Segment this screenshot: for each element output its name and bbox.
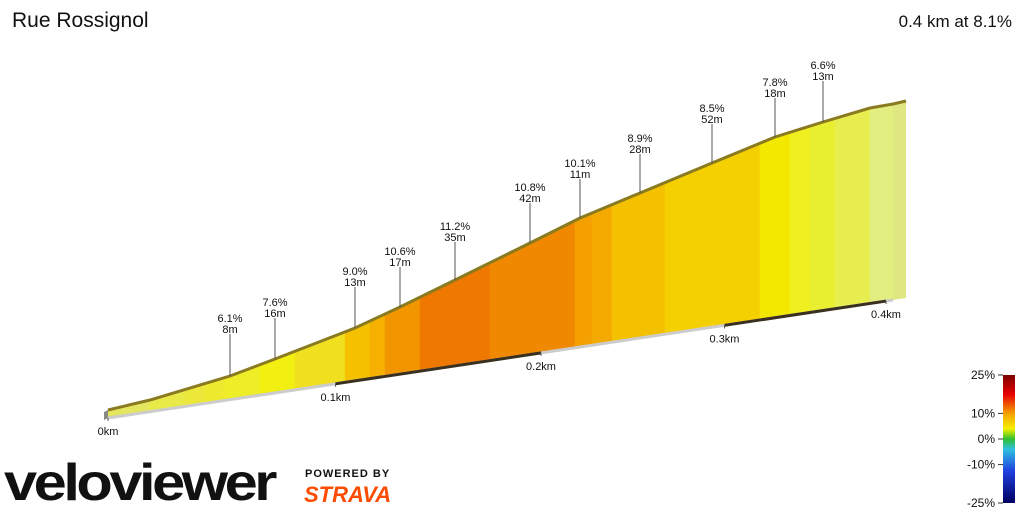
length-label: 13m	[812, 71, 833, 83]
profile-strip	[759, 131, 791, 321]
grade-label: 10.1%	[564, 158, 595, 170]
profile-strip	[809, 118, 836, 313]
grade-label: 6.1%	[217, 313, 242, 325]
x-axis: 0km 0.1km 0.2km 0.3km 0.4km	[98, 299, 901, 438]
legend-tick-label: 10%	[971, 406, 995, 420]
subtitle: 0.4 km at 8.1%	[899, 12, 1012, 31]
profile-strip	[384, 296, 421, 377]
length-label: 11m	[570, 169, 591, 181]
strava: STRAVA	[304, 482, 391, 507]
length-label: 8m	[222, 324, 237, 336]
profile-start	[104, 410, 108, 420]
profile-strip	[834, 107, 871, 310]
profile-strip	[789, 125, 811, 316]
powered-by: POWERED BY	[305, 468, 390, 480]
length-label: 35m	[444, 232, 465, 244]
legend-tick-label: -10%	[967, 458, 995, 472]
profile-strip	[664, 142, 761, 335]
grade-label: 8.9%	[627, 133, 652, 145]
grade-label: 8.5%	[699, 103, 724, 115]
grade-label: 9.0%	[342, 266, 367, 278]
legend-tick-label: -25%	[967, 496, 995, 510]
grade-label: 11.2%	[440, 221, 471, 233]
profile-strip	[574, 212, 593, 349]
logo: veloviewer	[4, 454, 277, 512]
axis-band	[724, 299, 887, 327]
x-tick-label: 0.4km	[871, 309, 901, 321]
grade-label: 10.6%	[384, 246, 415, 258]
grade-label: 10.8%	[514, 182, 545, 194]
grade-label: 7.6%	[262, 297, 287, 309]
title: Rue Rossignol	[12, 9, 149, 32]
x-tick-label: 0.2km	[526, 361, 556, 373]
length-label: 18m	[764, 88, 785, 100]
grade-label: 6.6%	[810, 60, 835, 72]
profile-edge	[107, 99, 907, 412]
length-label: 16m	[264, 308, 285, 320]
color-legend: 25% 10% 0% -10% -25%	[967, 368, 1015, 510]
profile	[104, 99, 907, 420]
x-tick-label: 0.3km	[710, 333, 740, 345]
pins: 6.1%8m7.6%16m9.0%13m10.6%17m11.2%35m10.8…	[217, 60, 836, 376]
profile-side	[893, 101, 906, 300]
branding: veloviewer POWERED BY STRAVA	[4, 454, 391, 512]
length-label: 52m	[701, 114, 722, 126]
length-label: 42m	[519, 193, 540, 205]
profile-strip	[369, 313, 386, 379]
profile-strip	[591, 204, 613, 346]
x-tick-label: 0km	[98, 426, 119, 438]
length-label: 28m	[629, 144, 650, 156]
length-label: 13m	[344, 277, 365, 289]
legend-tick-label: 0%	[978, 432, 996, 446]
legend-tick-label: 25%	[971, 368, 995, 382]
x-tick-label: 0.1km	[321, 392, 351, 404]
grade-label: 7.8%	[762, 77, 787, 89]
color-bar	[1003, 375, 1015, 503]
axis-band	[335, 351, 542, 386]
profile-strip	[869, 103, 894, 304]
length-label: 17m	[389, 257, 410, 269]
profile-strip	[611, 182, 666, 343]
